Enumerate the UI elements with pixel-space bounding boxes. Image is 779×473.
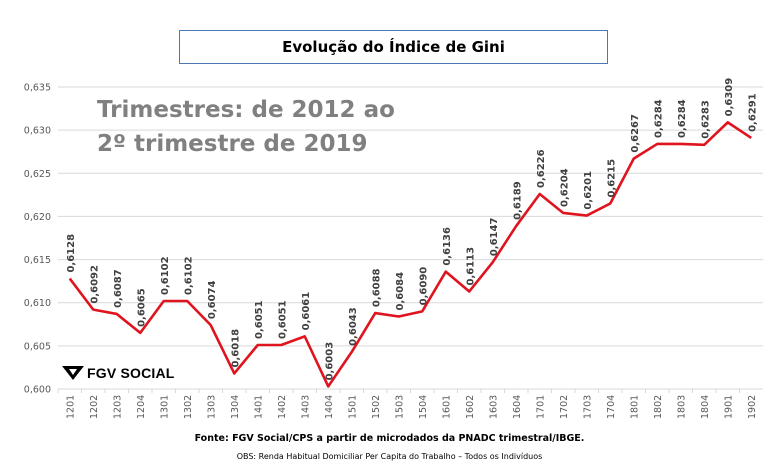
x-tick-label: 1701 [535, 395, 546, 419]
data-label: 0,6147 [489, 218, 500, 257]
x-tick-label: 1902 [747, 395, 758, 419]
obs-note: OBS: Renda Habitual Domiciliar Per Capit… [236, 452, 543, 461]
x-tick-label: 1301 [159, 395, 170, 419]
x-tick-label: 1901 [723, 395, 734, 419]
y-tick-label: 0,625 [24, 169, 51, 180]
x-tick-label: 1302 [183, 395, 194, 419]
data-label: 0,6201 [583, 171, 594, 210]
data-label: 0,6283 [700, 100, 711, 139]
data-label: 0,6090 [418, 267, 429, 306]
data-label: 0,6113 [465, 247, 476, 286]
data-label: 0,6061 [301, 292, 312, 331]
x-tick-label: 1203 [112, 395, 123, 419]
y-tick-label: 0,620 [24, 212, 51, 223]
data-label: 0,6291 [747, 93, 758, 132]
data-label: 0,6267 [630, 114, 641, 153]
x-axis: 1201 1202 1203 1204 1301 1302 1303 1304 1401 1402… [57, 389, 758, 419]
x-tick-label: 1703 [582, 395, 593, 419]
data-label: 0,6074 [207, 281, 218, 320]
data-label: 0,6215 [606, 159, 617, 198]
x-tick-label: 1603 [488, 395, 499, 419]
x-tick-label: 1201 [65, 395, 76, 419]
y-tick-label: 0,600 [24, 385, 51, 396]
logo-text: FGV SOCIAL [87, 365, 175, 381]
data-label: 0,6065 [136, 288, 147, 327]
x-tick-label: 1404 [324, 395, 335, 419]
x-tick-label: 1803 [676, 395, 687, 419]
data-label: 0,6284 [653, 99, 664, 138]
data-label: 0,6051 [254, 300, 265, 339]
x-tick-label: 1402 [277, 395, 288, 419]
x-tick-label: 1303 [206, 395, 217, 419]
y-axis: 0,600 0,605 0,610 0,615 0,620 0,625 0,630 0,635 [24, 83, 51, 396]
y-tick-label: 0,615 [24, 255, 51, 266]
data-labels: 0,6128 0,6092 0,6087 0,6065 0,6102 0,6102 0,60… [66, 78, 759, 381]
data-label: 0,6189 [512, 181, 523, 220]
source-note: Fonte: FGV Social/CPS a partir de microd… [194, 433, 585, 444]
x-tick-label: 1503 [394, 395, 405, 419]
y-tick-label: 0,635 [24, 83, 51, 94]
data-label: 0,6102 [160, 256, 171, 295]
y-tick-label: 0,605 [24, 341, 51, 352]
data-label: 0,6284 [677, 99, 688, 138]
x-tick-label: 1304 [230, 395, 241, 419]
data-label: 0,6003 [324, 342, 335, 381]
x-tick-label: 1403 [300, 395, 311, 419]
data-label: 0,6204 [559, 168, 570, 207]
x-tick-label: 1204 [136, 395, 147, 419]
data-label: 0,6087 [113, 269, 124, 308]
data-label: 0,6043 [348, 307, 359, 346]
x-tick-label: 1602 [465, 395, 476, 419]
data-label: 0,6102 [183, 256, 194, 295]
data-label: 0,6051 [277, 300, 288, 339]
data-label: 0,6092 [89, 265, 100, 304]
x-tick-label: 1401 [253, 395, 264, 419]
chart-subtitle-line2: 2º trimestre de 2019 [97, 131, 368, 157]
data-label: 0,6084 [395, 272, 406, 311]
data-label: 0,6018 [230, 329, 241, 368]
chart-title: Evolução do Índice de Gini [179, 30, 608, 64]
x-tick-label: 1804 [700, 395, 711, 419]
chart-subtitle-line1: Trimestres: de 2012 ao [97, 97, 395, 123]
fgv-social-logo: FGV SOCIAL [62, 365, 175, 381]
data-label: 0,6226 [536, 149, 547, 188]
y-tick-label: 0,630 [24, 126, 51, 137]
x-tick-label: 1501 [347, 395, 358, 419]
data-label: 0,6309 [724, 78, 735, 117]
x-tick-label: 1604 [512, 395, 523, 419]
x-tick-label: 1801 [629, 395, 640, 419]
x-tick-label: 1802 [653, 395, 664, 419]
x-tick-label: 1601 [441, 395, 452, 419]
fgv-logo-icon [62, 366, 84, 380]
data-label: 0,6128 [66, 234, 77, 273]
data-label: 0,6088 [371, 268, 382, 307]
x-tick-label: 1702 [559, 395, 570, 419]
x-tick-label: 1704 [606, 395, 617, 419]
data-label: 0,6136 [442, 227, 453, 266]
x-tick-label: 1504 [418, 395, 429, 419]
series-line [68, 121, 752, 388]
y-tick-label: 0,610 [24, 298, 51, 309]
x-tick-label: 1502 [371, 395, 382, 419]
x-tick-label: 1202 [89, 395, 100, 419]
